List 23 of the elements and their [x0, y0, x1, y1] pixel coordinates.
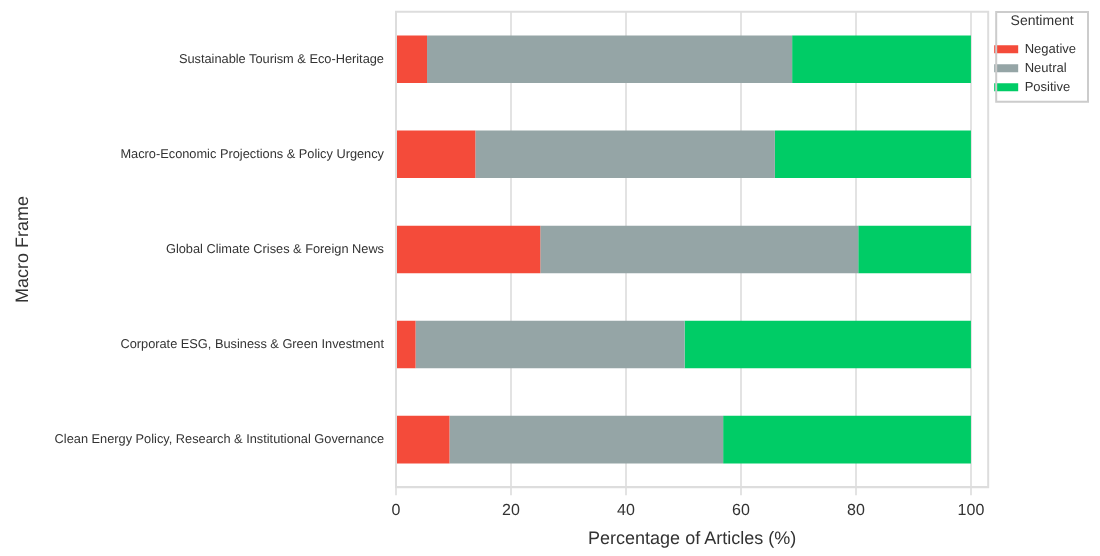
- bar: [792, 35, 971, 84]
- bar: [397, 320, 416, 369]
- x-tick-label: 20: [502, 501, 521, 520]
- bar: [397, 130, 476, 179]
- bar: [723, 415, 971, 464]
- bar: [397, 415, 450, 464]
- bar: [397, 35, 428, 84]
- bar: [540, 225, 859, 274]
- bar: [858, 225, 971, 274]
- x-axis-title: Percentage of Articles (%): [588, 528, 797, 549]
- bar: [415, 320, 685, 369]
- x-tick-label: 0: [391, 501, 402, 520]
- x-tick-label: 60: [732, 501, 751, 520]
- y-axis-title: Macro Frame: [11, 195, 32, 303]
- bar: [397, 225, 541, 274]
- x-tick-label: 40: [617, 501, 636, 520]
- bar: [774, 130, 971, 179]
- bar: [684, 320, 971, 369]
- bar: [475, 130, 775, 179]
- x-tick-label: 80: [847, 501, 866, 520]
- bar: [427, 35, 793, 84]
- bar: [449, 415, 724, 464]
- x-tick-label: 100: [957, 501, 986, 520]
